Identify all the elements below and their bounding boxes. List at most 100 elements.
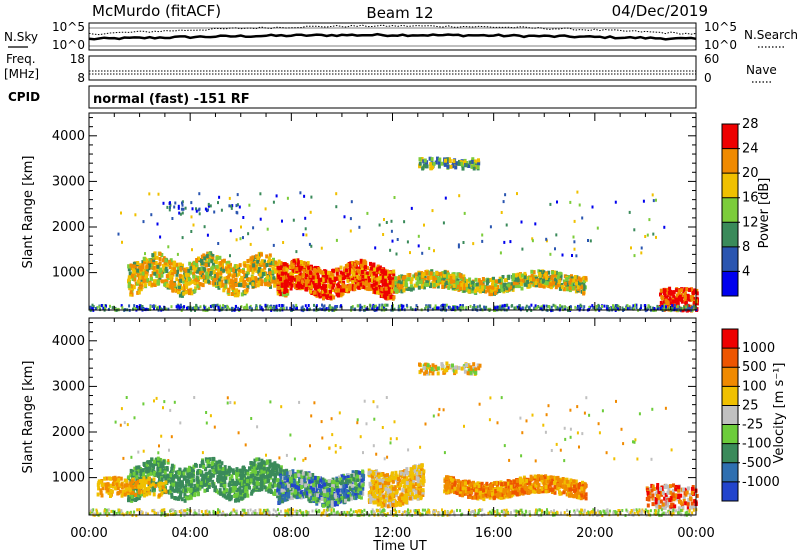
range-cell [148,282,151,286]
range-cell [337,288,340,292]
range-cell [428,247,430,250]
range-cell [349,264,352,268]
range-cell [437,277,440,281]
range-cell [172,489,175,493]
range-cell [178,205,180,208]
range-cell [340,288,343,292]
range-cell [297,260,300,264]
range-cell [199,470,202,474]
range-cell [218,282,221,286]
range-cell [345,268,348,272]
range-cell [186,307,188,310]
range-cell [359,304,361,307]
range-cell [375,282,378,286]
range-cell [677,305,679,308]
range-cell [358,271,361,275]
range-cell [175,277,178,281]
range-cell [207,459,210,463]
range-cell [603,305,605,308]
range-cell [688,307,690,310]
range-cell [561,305,563,308]
range-cell [249,306,251,309]
range-cell [559,304,561,307]
range-cell [255,457,258,461]
range-cell [483,306,485,309]
range-cell [664,293,667,297]
range-cell [213,270,216,274]
range-cell [216,265,219,269]
range-cell [232,269,235,273]
range-cell [458,243,460,246]
range-cell [167,245,169,248]
range-cell [202,474,205,478]
range-cell [199,282,202,286]
range-cell [441,281,444,285]
range-cell [188,282,191,286]
range-cell [545,238,547,241]
range-cell [498,279,501,283]
range-cell [224,280,227,284]
range-cell [247,268,250,272]
range-cell [425,306,427,309]
range-cell [503,283,506,287]
range-cell [329,296,332,300]
range-cell [194,463,197,467]
range-cell [228,270,231,274]
range-cell [535,281,538,285]
range-cell [450,165,453,169]
range-cell [250,478,253,482]
range-cell [321,247,323,250]
range-cell [324,270,327,274]
range-cell [273,306,275,309]
range-cell [373,268,376,272]
range-cell [681,300,684,304]
range-cell [329,290,332,294]
range-cell [196,210,198,213]
range-cell [146,467,149,471]
range-cell [236,204,238,207]
range-cell [190,201,192,204]
range-cell [179,306,181,309]
range-cell [268,259,271,263]
slant-range-tick: 3000 [52,174,85,189]
range-cell [361,270,364,274]
range-cell [265,254,268,258]
range-cell [410,306,412,309]
range-cell [558,280,561,284]
range-cell [477,158,480,162]
range-cell [394,276,397,280]
range-cell [207,234,209,237]
range-cell [396,253,398,256]
range-cell [240,497,243,501]
range-cell [656,305,658,308]
range-cell [259,305,261,308]
range-cell [322,296,325,300]
range-cell [443,221,445,224]
range-cell [144,283,147,287]
range-cell [133,472,136,476]
range-cell [487,289,490,293]
range-cell [629,211,631,214]
range-cell [369,271,372,275]
range-cell [332,269,335,273]
range-cell [243,264,246,268]
range-cell [459,286,462,290]
noise-sky-trace [89,34,696,39]
range-cell [159,463,162,467]
range-cell [171,281,174,285]
range-cell [648,218,650,221]
range-cell [683,306,685,309]
range-cell [419,162,422,166]
range-cell [312,276,315,280]
range-cell [157,265,160,269]
range-cell [438,306,440,309]
range-cell [342,276,345,280]
range-cell [391,230,393,233]
range-cell [180,213,182,216]
range-cell [216,273,219,277]
range-cell [230,474,233,478]
range-cell [458,162,461,166]
range-cell [149,305,151,308]
range-cell [452,159,455,163]
range-cell [284,262,287,266]
